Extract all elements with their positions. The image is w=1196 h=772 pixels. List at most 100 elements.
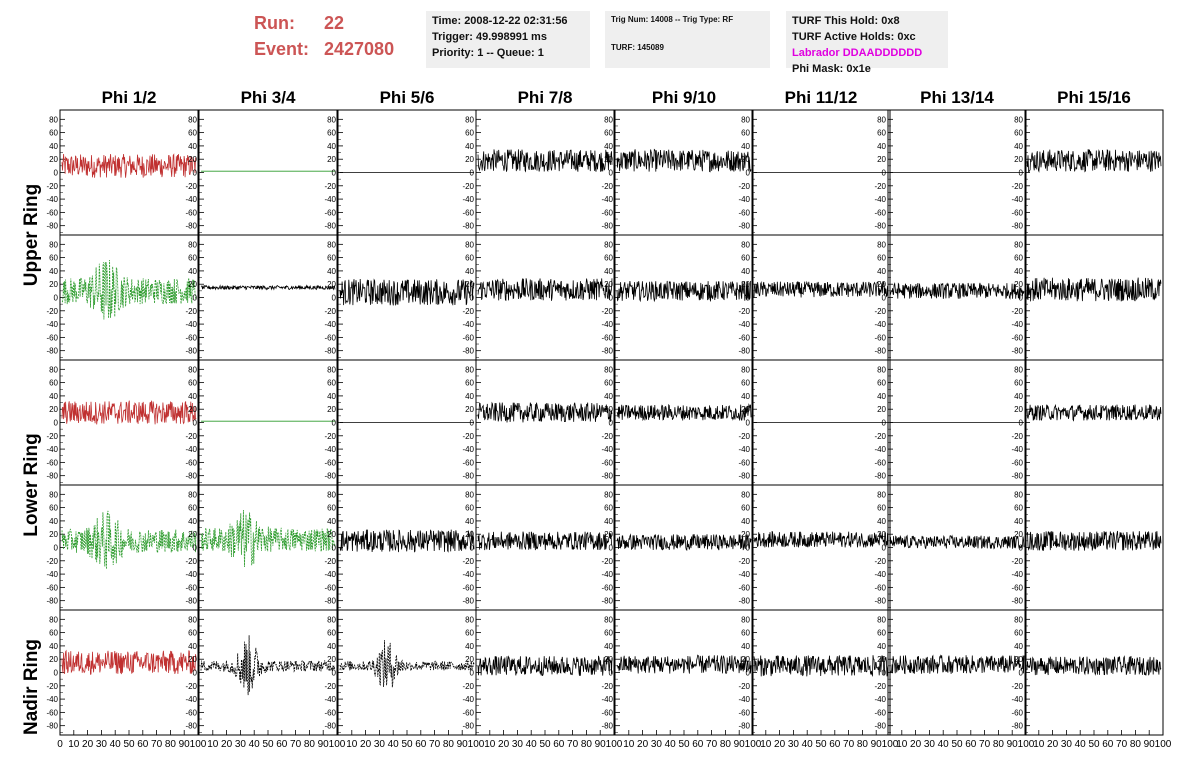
- panel-r2-c3: 80 60 40 20 0 -20 -40 -60 -80: [324, 234, 477, 361]
- y-tick-label: 60: [465, 504, 474, 513]
- y-tick-label: 0: [193, 544, 198, 553]
- y-tick-label: -40: [601, 320, 613, 329]
- y-tick-label: -40: [324, 695, 336, 704]
- y-tick-label: 0: [54, 169, 59, 178]
- y-tick-label: -40: [874, 445, 886, 454]
- y-tick-label: 80: [49, 615, 58, 624]
- column-title-4: Phi 7/8: [517, 88, 573, 107]
- y-tick-label: -40: [462, 195, 474, 204]
- y-tick-label: -40: [46, 195, 58, 204]
- waveform-trace: [200, 635, 336, 696]
- x-tick-label: 60: [415, 739, 427, 750]
- y-tick-label: 0: [746, 169, 751, 178]
- time-text: Time: 2008-12-22 02:31:56: [432, 15, 568, 27]
- y-tick-label: 40: [49, 517, 58, 526]
- x-tick-label: 10: [760, 739, 772, 750]
- x-tick-label: 40: [665, 739, 677, 750]
- x-tick-label: 30: [96, 739, 108, 750]
- x-tick-label: 20: [221, 739, 233, 750]
- y-tick-label: -60: [1011, 333, 1023, 342]
- y-tick-label: -20: [738, 432, 750, 441]
- y-tick-label: 60: [877, 629, 886, 638]
- panel-frame: [475, 109, 615, 236]
- y-tick-label: -40: [874, 195, 886, 204]
- y-tick-label: 20: [49, 280, 58, 289]
- y-tick-label: 0: [1019, 419, 1024, 428]
- y-tick-label: 40: [465, 267, 474, 276]
- panel-frame: [751, 234, 891, 361]
- y-tick-label: -40: [324, 445, 336, 454]
- y-tick-label: -80: [738, 347, 750, 356]
- y-tick-label: -80: [1011, 472, 1023, 481]
- y-tick-label: 0: [746, 544, 751, 553]
- y-tick-label: -40: [1011, 320, 1023, 329]
- y-tick-label: 60: [188, 379, 197, 388]
- y-tick-label: -60: [874, 458, 886, 467]
- y-tick-label: -80: [46, 222, 58, 231]
- x-tick-label: 100: [329, 739, 346, 750]
- panel-frame: [887, 234, 1027, 361]
- y-tick-label: -60: [185, 333, 197, 342]
- y-tick-label: -20: [185, 682, 197, 691]
- y-tick-label: -20: [1011, 432, 1023, 441]
- y-tick-label: 0: [193, 169, 198, 178]
- trig-num-text: Trig Num: 14008 -- Trig Type: RF: [611, 15, 734, 24]
- y-tick-label: -20: [46, 432, 58, 441]
- turf-info-box: TURF This Hold: 0x8 TURF Active Holds: 0…: [786, 11, 948, 75]
- y-tick-label: 20: [327, 280, 336, 289]
- y-tick-label: -20: [601, 432, 613, 441]
- x-tick-label: 20: [360, 739, 372, 750]
- y-tick-label: 40: [49, 267, 58, 276]
- x-tick-label: 70: [290, 739, 302, 750]
- y-tick-label: -20: [874, 557, 886, 566]
- waveform-trace: [339, 529, 475, 553]
- waveform-trace: [61, 153, 197, 178]
- x-tick-label: 80: [304, 739, 316, 750]
- y-tick-label: 40: [877, 517, 886, 526]
- panel-r2-c8: 80 60 40 20 0 -20 -40 -60 -80: [1011, 234, 1164, 361]
- y-tick-label: -80: [1011, 722, 1023, 731]
- y-tick-label: -60: [324, 708, 336, 717]
- y-tick-label: 0: [54, 294, 59, 303]
- y-tick-label: 40: [465, 642, 474, 651]
- y-tick-label: -60: [185, 708, 197, 717]
- y-tick-label: 20: [741, 655, 750, 664]
- column-title-8: Phi 15/16: [1057, 88, 1131, 107]
- y-tick-label: 80: [877, 490, 886, 499]
- panel-r1-c2: 80 60 40 20 0 -20 -40 -60 -80: [185, 109, 338, 236]
- turf-this-hold: TURF This Hold: 0x8: [792, 15, 900, 27]
- waveform-trace: [200, 284, 336, 291]
- panel-r1-c4: 80 60 40 20 0 -20 -40 -60 -80: [462, 109, 615, 236]
- y-tick-label: 80: [327, 615, 336, 624]
- y-tick-label: 20: [188, 280, 197, 289]
- y-tick-label: 80: [49, 115, 58, 124]
- y-tick-label: 60: [1014, 129, 1023, 138]
- y-tick-label: 60: [877, 254, 886, 263]
- y-tick-label: -60: [462, 708, 474, 717]
- y-tick-label: 40: [1014, 267, 1023, 276]
- y-tick-label: -40: [601, 695, 613, 704]
- y-tick-label: 80: [49, 365, 58, 374]
- y-tick-label: 40: [741, 267, 750, 276]
- y-tick-label: -40: [738, 320, 750, 329]
- y-tick-label: 60: [604, 629, 613, 638]
- y-tick-label: 80: [188, 365, 197, 374]
- y-tick-label: -20: [874, 432, 886, 441]
- y-tick-label: -80: [185, 472, 197, 481]
- panel-frame: [614, 484, 754, 611]
- panel-frame: [475, 234, 615, 361]
- event-label: Event:: [254, 39, 310, 59]
- y-tick-label: -60: [601, 333, 613, 342]
- y-tick-label: 60: [465, 629, 474, 638]
- y-tick-label: 80: [741, 365, 750, 374]
- y-tick-label: 80: [465, 490, 474, 499]
- y-tick-label: 20: [604, 155, 613, 164]
- y-tick-label: 40: [1014, 517, 1023, 526]
- y-tick-label: -40: [185, 445, 197, 454]
- y-tick-label: -80: [874, 597, 886, 606]
- y-tick-label: 20: [604, 405, 613, 414]
- y-tick-label: -40: [185, 570, 197, 579]
- panel-frame: [1024, 109, 1164, 236]
- y-tick-label: 60: [741, 254, 750, 263]
- y-tick-label: -20: [874, 682, 886, 691]
